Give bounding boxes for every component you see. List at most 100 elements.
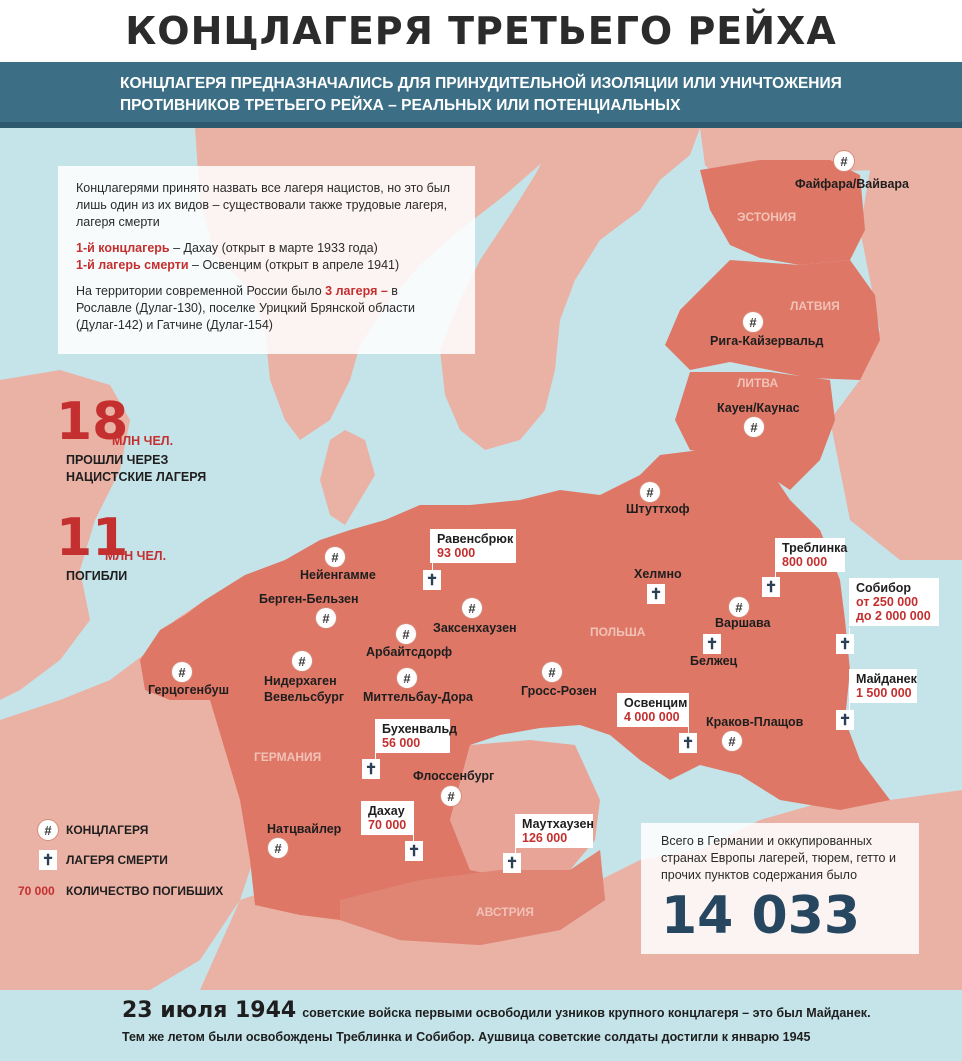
pin-sobibor (849, 628, 850, 635)
land-russia (830, 165, 962, 560)
cc-stutthof-icon: # (640, 482, 660, 502)
label-treblinka: Треблинка (782, 541, 848, 555)
land-denmark (320, 430, 375, 525)
land-britain (0, 370, 130, 700)
info-box: Концлагерями принято назвать все лагеря … (58, 166, 475, 354)
deaths-dachau: 70 000 (368, 818, 407, 832)
pin-majdanek (849, 703, 850, 711)
land-sweden (440, 128, 700, 450)
bottom-date: 23 июля 1944 (122, 998, 297, 1023)
pin-dachau (413, 801, 414, 841)
cc-riga-icon: # (743, 312, 763, 332)
first-dc-text: – Освенцим (открыт в апреле 1941) (188, 258, 400, 272)
pin-treblinka (775, 572, 776, 578)
dc-treblinka-icon: ✝ (762, 577, 780, 597)
callout-mauthausen: Маутхаузен 126 000 (515, 814, 594, 848)
first-cc-text: – Дахау (открыт в марте 1933 года) (169, 241, 378, 255)
label-auschwitz: Освенцим (624, 696, 688, 710)
legend-dc-label: ЛАГЕРЯ СМЕРТИ (66, 853, 168, 867)
label-flossenburg: Флоссенбург (413, 769, 495, 783)
subtitle-band: КОНЦЛАГЕРЯ ПРЕДНАЗНАЧАЛИСЬ ДЛЯ ПРИНУДИТЕ… (0, 62, 962, 128)
label-krakow: Краков-Плащов (706, 715, 804, 729)
label-dachau: Дахау (368, 804, 405, 818)
label-gross-rosen: Гросс-Розен (521, 684, 597, 698)
label-mauthausen: Маутхаузен (522, 817, 594, 831)
label-vaivara: Файфара/Вайвара (795, 177, 909, 191)
label-warsaw: Варшава (715, 616, 771, 630)
cc-herzogenbusch-icon: # (172, 662, 192, 682)
deaths-mauthausen: 126 000 (522, 831, 568, 845)
cc-neuengamme-icon: # (325, 547, 345, 567)
label-majdanek: Майданек (856, 672, 917, 686)
callout-ravensbruck: Равенсбрюк 93 000 (430, 529, 516, 563)
callout-buchenwald: Бухенвальд 56 000 (375, 719, 458, 753)
callout-majdanek: Майданек 1 500 000 (849, 669, 917, 703)
label-arbeitsdorf: Арбайтсдорф (366, 645, 453, 659)
dc-mauthausen-icon: ✝ (503, 853, 521, 873)
callout-dachau: Дахау 70 000 (361, 801, 413, 835)
cc-kaunas-icon: # (744, 417, 764, 437)
deaths-sobibor-2: до 2 000 000 (856, 609, 931, 623)
cc-krakow-icon: # (722, 731, 742, 751)
legend-deaths-label: КОЛИЧЕСТВО ПОГИБШИХ (66, 884, 224, 898)
deaths-buchenwald: 56 000 (382, 736, 421, 750)
died-caption: ПОГИБЛИ (66, 569, 128, 583)
country-austria: АВСТРИЯ (476, 905, 534, 919)
label-sachsenhausen: Заксенхаузен (433, 621, 517, 635)
land-hungary (450, 740, 600, 880)
label-kaunas: Кауен/Каунас (717, 401, 800, 415)
deaths-sobibor-1: от 250 000 (856, 595, 919, 609)
dc-belzec-icon: ✝ (703, 634, 721, 654)
bottom-line1-text: советские войска первыми освободили узни… (302, 1006, 871, 1020)
legend-cc-icon: # (38, 820, 58, 840)
pin-ravensbruck (432, 563, 433, 571)
label-neuengamme: Нейенгамме (300, 568, 376, 582)
dc-chelmno-icon: ✝ (647, 584, 665, 604)
passed-line1: ПРОШЛИ ЧЕРЕЗ (66, 453, 169, 467)
label-herzogenbusch: Герцогенбуш (148, 683, 229, 697)
died-number: 11 (56, 508, 129, 568)
cc-sachsenhausen-icon: # (462, 598, 482, 618)
reich-austria (340, 850, 605, 945)
pin-mauthausen (515, 848, 516, 854)
total-number: 14 033 (661, 886, 861, 946)
bottom-line2: Тем же летом были освобождены Треблинка … (122, 1030, 811, 1044)
label-belzec: Белжец (690, 654, 738, 668)
russia-count: 3 лагеря – (325, 284, 388, 298)
reich-germany-poland (140, 450, 890, 945)
bottom-band: 23 июля 1944 советские войска первыми осв… (0, 990, 962, 1061)
page-title: КОНЦЛАГЕРЯ ТРЕТЬЕГО РЕЙХА (125, 9, 837, 53)
label-natzweiler: Натцвайлер (267, 822, 342, 836)
callout-auschwitz: Освенцим 4 000 000 (617, 693, 689, 727)
country-lithuania: ЛИТВА (737, 376, 779, 390)
label-ravensbruck: Равенсбрюк (437, 532, 514, 546)
subtitle: КОНЦЛАГЕРЯ ПРЕДНАЗНАЧАЛИСЬ ДЛЯ ПРИНУДИТЕ… (120, 75, 842, 114)
first-dc-label: 1-й лагерь смерти (76, 258, 189, 272)
cc-natzweiler-icon: # (268, 838, 288, 858)
legend-cc-label: КОНЦЛАГЕРЯ (66, 823, 149, 837)
passed-number: 18 (56, 392, 129, 452)
label-mittelbau: Миттельбау-Дора (363, 690, 473, 704)
legend-deaths-sample: 70 000 (18, 884, 55, 898)
dc-dachau-icon: ✝ (405, 841, 423, 861)
label-bergen: Берген-Бельзен (259, 592, 359, 606)
pin-auschwitz (688, 712, 689, 733)
callout-sobibor: Собибор от 250 000 до 2 000 000 (849, 578, 939, 626)
label-buchenwald: Бухенвальд (382, 722, 458, 736)
cc-niederhagen-icon: # (292, 651, 312, 671)
label-chelmno: Хелмно (634, 567, 682, 581)
dc-majdanek-icon: ✝ (836, 710, 854, 730)
dc-sobibor-icon: ✝ (836, 634, 854, 654)
bottom-line1: 23 июля 1944 советские войска первыми осв… (122, 998, 871, 1023)
info-paragraph: Концлагерями принято назвать все лагеря … (76, 181, 451, 229)
passed-unit: МЛН ЧЕЛ. (112, 434, 174, 448)
reich-latvia (665, 260, 880, 380)
cc-arbeitsdorf-icon: # (396, 624, 416, 644)
cc-warsaw-icon: # (729, 597, 749, 617)
first-cc-label: 1-й концлагерь (76, 241, 170, 255)
legend-dc-icon: ✝ (39, 850, 57, 870)
label-riga: Рига-Кайзервальд (710, 334, 824, 348)
deaths-auschwitz: 4 000 000 (624, 710, 680, 724)
cc-bergen-icon: # (316, 608, 336, 628)
cc-vaivara-icon: # (834, 151, 854, 171)
